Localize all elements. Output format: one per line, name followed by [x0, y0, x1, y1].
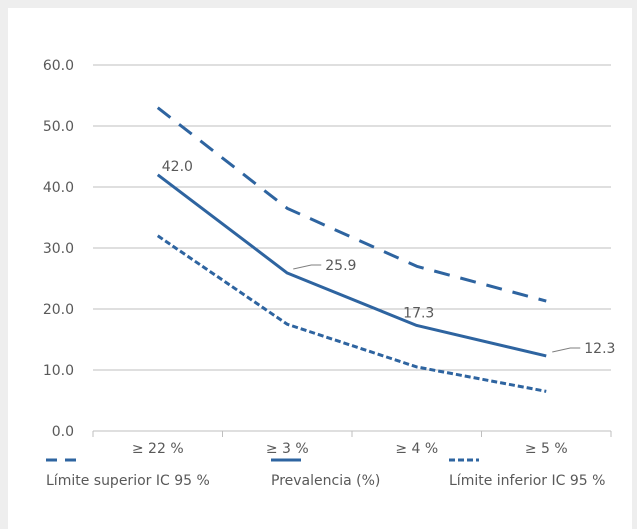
x-axis: ≥ 22 % ≥ 3 % ≥ 4 % ≥ 5 % — [92, 431, 612, 457]
legend: Límite superior IC 95 % Prevalencia (%) Lí… — [46, 458, 605, 489]
series-line-1 — [156, 106, 547, 303]
y-axis: 0.0 10.0 20.0 30.0 40.0 50.0 60.0 — [43, 58, 74, 440]
x-tick-label: ≥ 22 % — [132, 441, 184, 457]
data-label: 25.9 — [325, 258, 356, 274]
data-label: 42.0 — [162, 159, 193, 175]
y-tick-label: 30.0 — [43, 241, 74, 257]
x-tick-label: ≥ 4 % — [395, 441, 438, 457]
x-tick-label: ≥ 3 % — [266, 441, 309, 457]
y-tick-label: 0.0 — [52, 424, 74, 440]
data-labels: 42.0 25.9 17.3 12.3 — [162, 159, 616, 357]
line-chart: 0.010.020.030.040.050.060.0 ≥ 22 % ≥ 3 % ≥… — [43, 58, 616, 489]
data-label-leader — [552, 347, 581, 353]
series-line-2 — [156, 173, 547, 358]
gridlines — [93, 64, 611, 432]
data-label: 17.3 — [403, 305, 434, 321]
legend-label-3: Límite inferior IC 95 % — [449, 473, 605, 489]
chart-container: 0.0 10.0 20.0 30.0 40.0 50.0 60.0 ≥ 22 % ≥ 3 % ≥… — [8, 8, 632, 529]
data-label-leader — [293, 264, 322, 270]
x-tick-label: ≥ 5 % — [525, 441, 568, 457]
series-group — [156, 106, 547, 393]
y-tick-label: 40.0 — [43, 180, 74, 196]
y-tick-label: 10.0 — [43, 363, 74, 379]
data-label: 12.3 — [584, 341, 615, 357]
series-line-3 — [156, 234, 547, 393]
y-tick-label: 60.0 — [43, 58, 74, 74]
legend-label-1: Límite superior IC 95 % — [46, 473, 210, 489]
y-tick-label: 50.0 — [43, 119, 74, 135]
legend-label-2: Prevalencia (%) — [271, 473, 380, 489]
y-tick-label: 20.0 — [43, 302, 74, 318]
